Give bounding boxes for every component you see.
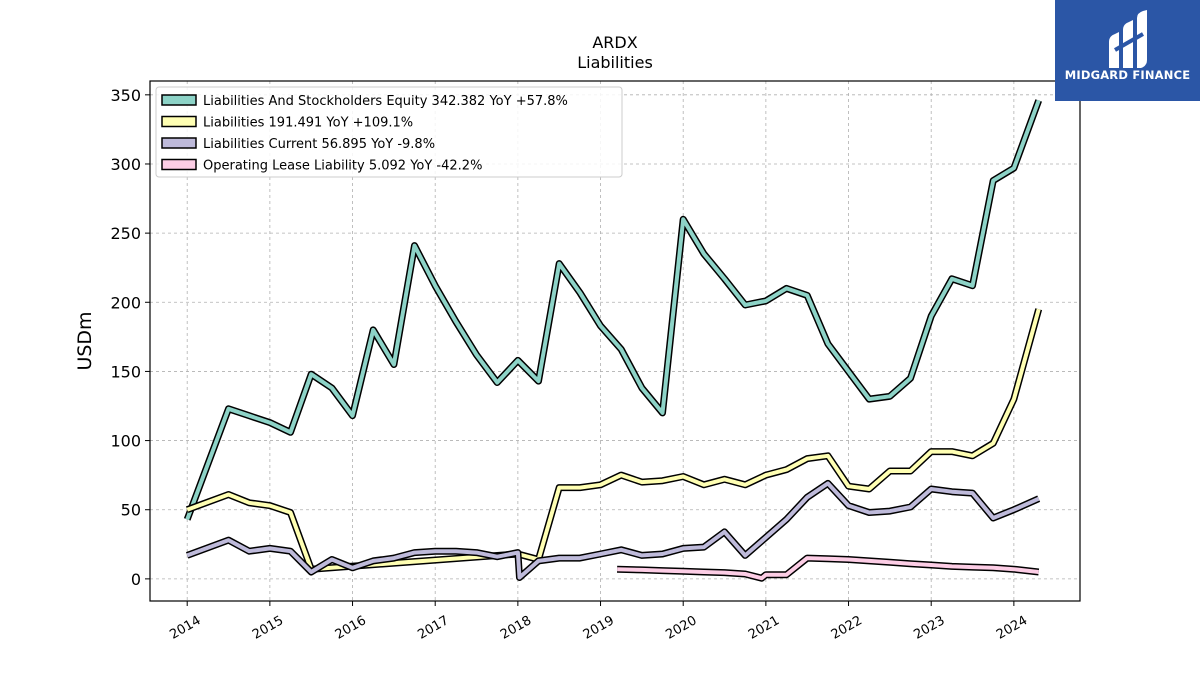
chart-title: ARDX [592, 33, 637, 52]
chart-subtitle: Liabilities [577, 53, 653, 72]
legend: Liabilities And Stockholders Equity 342.… [155, 86, 623, 178]
midgard-logo-icon [1109, 10, 1147, 68]
x-tick-label: 2017 [415, 613, 451, 643]
y-tick-label: 100 [110, 432, 141, 451]
y-tick-label: 200 [110, 293, 141, 312]
x-tick-label: 2024 [994, 613, 1030, 643]
x-tick-label: 2015 [250, 613, 286, 643]
y-tick-label: 300 [110, 155, 141, 174]
y-axis: 0 50 100 150 200 250 300 350 [110, 86, 150, 589]
legend-swatch [161, 115, 197, 128]
x-tick-label: 2022 [829, 613, 865, 643]
legend-swatch [161, 94, 197, 106]
x-tick-label: 2021 [746, 613, 782, 643]
x-axis: 2014 2015 2016 2017 2018 2019 2020 2021 2022 2023… [167, 601, 1030, 643]
series-line [186, 481, 1040, 580]
legend-label: Liabilities And Stockholders Equity 342.… [203, 94, 568, 109]
y-axis-label: USDm [74, 311, 96, 370]
brand-logo: MIDGARD FINANCE [1055, 0, 1200, 101]
series-outline [185, 308, 1043, 573]
x-tick-label: 2020 [663, 613, 699, 643]
legend-swatch [161, 137, 197, 149]
x-tick-label: 2023 [911, 613, 947, 643]
x-tick-label: 2016 [333, 613, 369, 643]
y-tick-label: 0 [131, 570, 141, 589]
series-line [617, 556, 1039, 581]
x-tick-label: 2019 [581, 613, 617, 643]
brand-name: MIDGARD FINANCE [1064, 68, 1191, 82]
legend-label: Liabilities 191.491 YoY +109.1% [203, 116, 413, 131]
legend-label: Operating Lease Liability 5.092 YoY -42.… [203, 159, 482, 174]
y-tick-label: 250 [110, 224, 141, 243]
series-lines [183, 99, 1043, 582]
series-line [185, 99, 1041, 521]
legend-box [155, 86, 623, 178]
x-tick-label: 2014 [167, 613, 203, 643]
y-tick-label: 50 [121, 501, 141, 520]
legend-swatch [161, 158, 197, 171]
grid-lines [150, 81, 1080, 601]
y-tick-label: 350 [110, 86, 141, 105]
legend-label: Liabilities Current 56.895 YoY -9.8% [203, 137, 435, 152]
plot-frame [149, 80, 1081, 602]
series-line [186, 308, 1041, 572]
y-tick-label: 150 [110, 362, 141, 381]
x-tick-label: 2018 [498, 613, 534, 643]
